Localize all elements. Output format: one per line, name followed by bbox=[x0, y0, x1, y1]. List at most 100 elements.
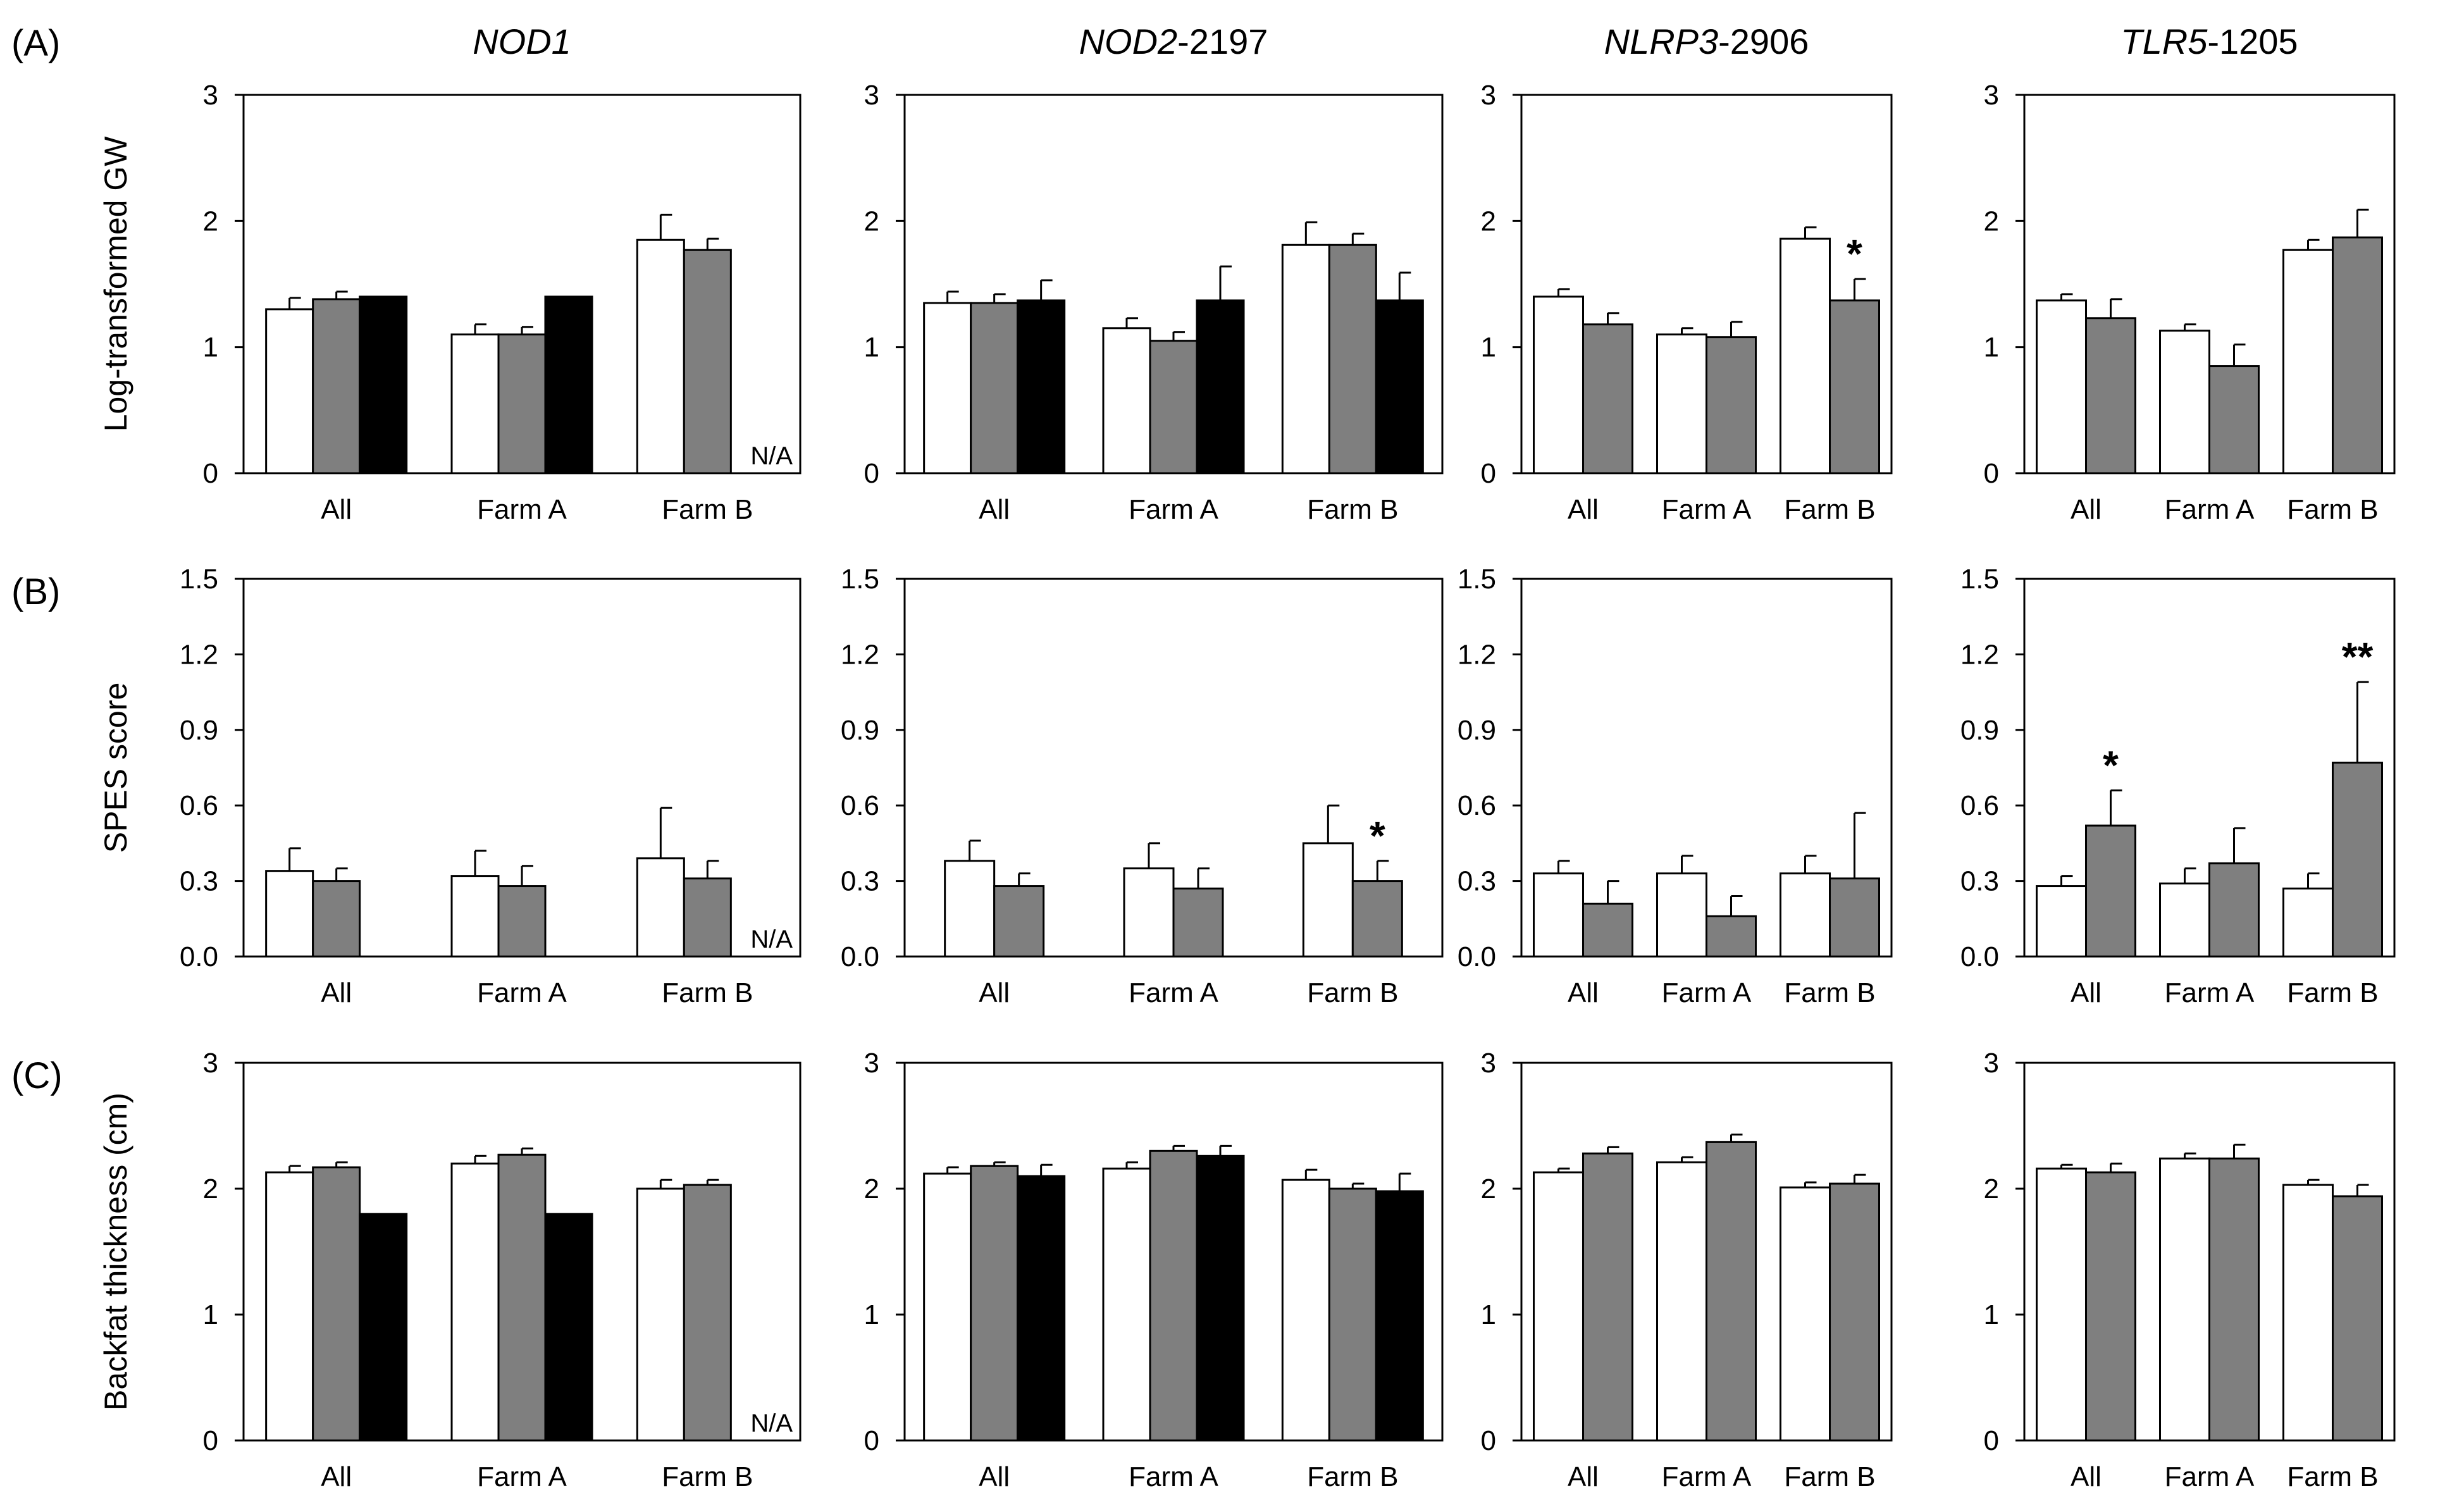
bar bbox=[1533, 295, 1584, 474]
y-tick-label: 0.9 bbox=[1458, 715, 1496, 746]
y-tick-label: 0.9 bbox=[1960, 715, 1999, 746]
y-tick-label: 0.0 bbox=[180, 941, 218, 972]
y-tick-label: 0.3 bbox=[180, 866, 218, 897]
category-label: Farm B bbox=[1784, 977, 1875, 1008]
y-tick-label: 0.0 bbox=[841, 941, 879, 972]
y-tick-label: 1.2 bbox=[1458, 639, 1496, 670]
bar bbox=[2036, 885, 2087, 958]
bar bbox=[2332, 1195, 2383, 1442]
y-tick-label: 2 bbox=[864, 1174, 879, 1205]
panel-B-1: 0.0 0.3 0.6 0.9 1.2 1.5 All Farm A Farm B N/A bbox=[180, 564, 802, 1008]
bar bbox=[450, 333, 500, 474]
bar bbox=[450, 875, 500, 958]
category-label: All bbox=[1568, 1461, 1599, 1492]
column-title-1: NOD1 bbox=[473, 22, 571, 61]
significance-marker: * bbox=[1370, 813, 1385, 858]
y-tick-label: 0.6 bbox=[841, 790, 879, 821]
category-label: Farm B bbox=[1307, 1461, 1398, 1492]
category-label: Farm B bbox=[1307, 494, 1398, 525]
bar bbox=[1656, 872, 1707, 958]
y-tick-label: 3 bbox=[1481, 1048, 1496, 1079]
bar bbox=[923, 302, 972, 474]
bar bbox=[970, 302, 1019, 474]
category-label: All bbox=[321, 1461, 352, 1492]
y-tick-label: 1 bbox=[864, 332, 879, 363]
bar bbox=[450, 1162, 500, 1442]
column-title-gene: TLR5 bbox=[2120, 22, 2208, 61]
row-label: (B) bbox=[11, 571, 60, 612]
y-tick-label: 0 bbox=[1984, 1425, 1999, 1456]
y-tick-label: 0.0 bbox=[1458, 941, 1496, 972]
category-label: Farm B bbox=[2287, 494, 2378, 525]
y-tick-label: 1 bbox=[203, 1299, 218, 1330]
y-tick-label: 0.9 bbox=[180, 715, 218, 746]
bar bbox=[2085, 1171, 2136, 1442]
category-label: Farm B bbox=[662, 977, 753, 1008]
category-label: All bbox=[1568, 977, 1599, 1008]
y-tick-label: 0 bbox=[203, 458, 218, 489]
significance-marker: ** bbox=[2342, 634, 2374, 679]
bar bbox=[1196, 1155, 1245, 1442]
bar bbox=[1829, 1182, 1880, 1442]
category-label: Farm B bbox=[662, 494, 753, 525]
bar bbox=[2208, 862, 2260, 958]
bar bbox=[1196, 299, 1245, 474]
na-label: N/A bbox=[750, 926, 793, 953]
na-label: N/A bbox=[750, 1409, 793, 1437]
y-tick-label: 0 bbox=[1481, 458, 1496, 489]
category-label: Farm B bbox=[1784, 1461, 1875, 1492]
category-label: Farm A bbox=[2165, 1461, 2255, 1492]
bar bbox=[1281, 1179, 1330, 1442]
category-label: Farm B bbox=[1307, 977, 1398, 1008]
category-label: Farm B bbox=[2287, 1461, 2378, 1492]
category-label: All bbox=[321, 494, 352, 525]
category-label: Farm A bbox=[477, 1461, 567, 1492]
bar bbox=[1706, 336, 1757, 474]
bar bbox=[1533, 872, 1584, 958]
y-tick-label: 2 bbox=[864, 206, 879, 237]
significance-marker: * bbox=[1847, 231, 1862, 276]
bar bbox=[1780, 1186, 1831, 1442]
column-title-suffix: -2906 bbox=[1718, 22, 1809, 61]
bar bbox=[1149, 340, 1198, 474]
y-tick-label: 2 bbox=[1481, 1174, 1496, 1205]
bar bbox=[2208, 365, 2260, 474]
bar bbox=[265, 1171, 314, 1442]
y-axis-label: Backfat thickness (cm) bbox=[98, 1093, 133, 1411]
bar bbox=[1281, 244, 1330, 474]
bar bbox=[2159, 1157, 2210, 1442]
y-tick-label: 0.6 bbox=[1458, 790, 1496, 821]
y-tick-label: 3 bbox=[864, 1048, 879, 1079]
bar bbox=[1102, 1167, 1151, 1442]
column-title-4: TLR5-1205 bbox=[2120, 22, 2298, 61]
bar bbox=[1351, 880, 1403, 958]
panel-A-4: 0 1 2 3 All Farm A Farm B bbox=[1984, 80, 2396, 525]
bar bbox=[359, 1213, 408, 1442]
y-tick-label: 0.0 bbox=[1960, 941, 1999, 972]
y-tick-label: 1 bbox=[1481, 1299, 1496, 1330]
bar bbox=[1302, 842, 1354, 958]
y-tick-label: 3 bbox=[203, 1048, 218, 1079]
category-label: Farm A bbox=[477, 494, 567, 525]
category-label: Farm B bbox=[1784, 494, 1875, 525]
bar bbox=[2332, 236, 2383, 474]
bar bbox=[2208, 1157, 2260, 1442]
y-tick-label: 1.5 bbox=[1458, 564, 1496, 595]
bar bbox=[2282, 249, 2334, 474]
bar bbox=[544, 295, 593, 474]
y-tick-label: 2 bbox=[203, 1174, 218, 1205]
panel-C-2: 0 1 2 3 All Farm A Farm B bbox=[864, 1048, 1444, 1492]
column-title-2: NOD2-2197 bbox=[1079, 22, 1268, 61]
row-label: (A) bbox=[11, 23, 60, 64]
y-axis-label: Log-transformed GW bbox=[98, 136, 133, 432]
bar bbox=[265, 870, 314, 958]
significance-marker: * bbox=[2103, 742, 2119, 788]
bar bbox=[1149, 1149, 1198, 1442]
bar bbox=[636, 238, 685, 474]
y-tick-label: 0 bbox=[1984, 458, 1999, 489]
bar bbox=[1017, 299, 1066, 474]
bar bbox=[636, 1187, 685, 1442]
category-label: Farm A bbox=[1129, 1461, 1218, 1492]
category-label: All bbox=[2071, 1461, 2102, 1492]
